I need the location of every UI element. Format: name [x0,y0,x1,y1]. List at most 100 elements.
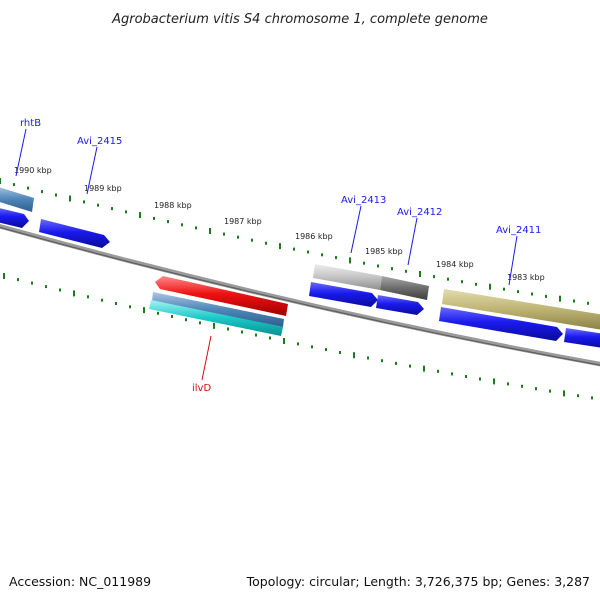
reverse-feature-cyan[interactable] [149,300,283,336]
minor-tick [363,261,365,265]
minor-tick [129,305,131,309]
major-tick [563,390,565,397]
gene-label-Avi_2413[interactable]: Avi_2413 [341,195,386,206]
minor-tick [521,384,523,388]
minor-tick [269,336,271,340]
minor-tick [549,389,551,393]
cds-arrow[interactable] [0,207,29,228]
minor-tick [251,238,253,242]
kbp-label: 1985 kbp [365,247,403,256]
minor-tick [195,226,197,230]
minor-tick [237,235,239,239]
cds-arrow[interactable] [376,295,424,315]
minor-tick [587,301,589,305]
tick-row-upper [0,178,589,305]
major-tick [139,212,141,219]
minor-tick [181,223,183,227]
major-tick [493,378,495,385]
kbp-label: 1988 kbp [154,201,192,210]
minor-tick [311,345,313,349]
minor-tick [17,278,19,282]
minor-tick [157,311,159,315]
minor-tick [87,295,89,299]
genome-backbone [0,224,600,367]
cds-arrow[interactable] [564,328,600,348]
gene-label-ilvD[interactable]: ilvD [192,383,211,394]
leader-Avi_2411 [508,235,518,286]
genome-summary: Topology: circular; Length: 3,726,375 bp… [246,574,590,589]
minor-tick [265,241,267,245]
minor-tick [185,318,187,322]
minor-tick [31,281,33,285]
cds-arrow[interactable] [309,282,378,307]
reverse-strand-features [149,276,288,336]
major-tick [209,228,211,234]
minor-tick [321,253,323,257]
minor-tick [517,290,519,294]
gene-label-Avi_2415[interactable]: Avi_2415 [77,136,122,147]
major-tick [419,271,421,277]
minor-tick [167,220,169,224]
minor-tick [307,250,309,254]
minor-tick [59,288,61,292]
minor-tick [475,282,477,286]
minor-tick [465,375,467,378]
minor-tick [405,269,407,273]
major-tick [353,352,355,359]
kbp-label: 1983 kbp [507,273,545,282]
minor-tick [545,294,547,298]
gene-rhtB[interactable] [0,186,34,212]
major-tick [283,338,285,344]
gene-label-Avi_2411[interactable]: Avi_2411 [496,225,541,236]
cds-arrow[interactable] [39,219,110,248]
gene-Avi_2413[interactable] [313,264,382,290]
minor-tick [437,369,439,373]
leader-Avi_2415 [86,146,98,195]
minor-tick [255,333,257,337]
minor-tick [381,359,383,363]
major-tick [3,273,5,279]
minor-tick [171,315,173,318]
minor-tick [479,377,481,381]
leader-rhtB [15,128,27,177]
major-tick [279,243,281,250]
major-tick [143,307,145,314]
minor-tick [433,275,435,279]
reverse-feature-steel[interactable] [152,292,284,327]
minor-tick [199,321,201,325]
minor-tick [227,327,229,331]
minor-tick [507,382,509,386]
minor-tick [577,394,579,398]
major-tick [69,195,71,202]
gene-Avi_2412[interactable] [380,276,429,300]
minor-tick [535,387,537,391]
major-tick [489,283,491,290]
leader-Avi_2412 [407,217,418,266]
minor-tick [41,190,43,194]
gene-label-Avi_2412[interactable]: Avi_2412 [397,207,442,218]
minor-tick [461,280,463,284]
minor-tick [367,356,369,360]
minor-tick [573,299,575,303]
leader-Avi_2413 [350,205,362,254]
minor-tick [447,277,449,281]
minor-tick [27,186,29,190]
minor-tick [111,207,113,211]
gene-Avi_2411[interactable] [442,289,600,330]
major-tick [349,257,351,264]
kbp-label: 1984 kbp [436,260,474,269]
map-title: Agrobacterium vitis S4 chromosome 1, com… [111,12,488,27]
minor-tick [451,372,453,376]
gene-label-rhtB[interactable]: rhtB [20,118,41,129]
gene-ilvD[interactable] [155,276,288,316]
major-tick [423,365,425,372]
cds-arrow[interactable] [439,307,563,341]
minor-tick [503,287,505,291]
minor-tick [13,183,15,187]
minor-tick [391,267,393,271]
cds-row-forward [0,207,600,348]
major-tick [213,322,215,329]
minor-tick [101,298,103,302]
minor-tick [339,351,341,354]
